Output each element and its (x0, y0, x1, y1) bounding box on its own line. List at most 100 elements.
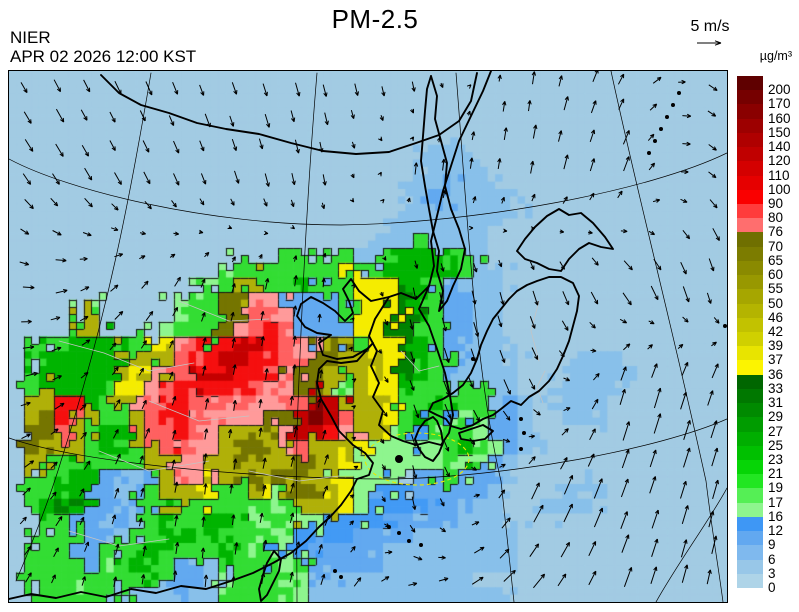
colorbar-tick-label: 90 (768, 196, 784, 211)
coastlines (9, 71, 614, 602)
coastline-path (428, 71, 492, 287)
colorbar-tick-label: 55 (768, 281, 784, 297)
colorbar-band (737, 317, 763, 333)
colorbar-tick-label: 160 (768, 110, 791, 126)
map-line (68, 530, 170, 547)
dashed-threshold-contour (364, 432, 470, 486)
page-title: PM-2.5 (331, 4, 419, 34)
colorbar-band (737, 360, 763, 376)
colorbar-tick-label: 16 (768, 508, 784, 524)
colorbar-band (737, 161, 763, 177)
colorbar-tick-label: 33 (768, 380, 784, 396)
colorbar-band (737, 545, 763, 561)
colorbar-band (737, 104, 763, 120)
agency-label: NIER (10, 28, 51, 47)
colorbar-tick-label: 17 (768, 494, 784, 510)
coastline-path (458, 424, 494, 442)
coastline-path (258, 550, 282, 602)
map-line (58, 340, 195, 372)
colorbar-tick-label: 46 (768, 309, 784, 325)
colorbar-tick-label: 200 (768, 82, 791, 98)
colorbar-band (737, 303, 763, 319)
map-line (530, 300, 540, 362)
colorbar-tick-label: 60 (768, 267, 784, 283)
colorbar-band (737, 488, 763, 504)
island-dots (333, 91, 727, 579)
colorbar-band (737, 559, 763, 575)
colorbar-band (737, 260, 763, 276)
colorbar-band (737, 573, 763, 589)
map-line (15, 72, 152, 582)
colorbar-tick-label: 42 (768, 324, 784, 339)
colorbar-band (737, 403, 763, 418)
island-dot (653, 139, 657, 143)
island-dot (659, 127, 663, 131)
map-line (400, 350, 440, 372)
colorbar-tick-label: 12 (768, 523, 784, 539)
island-dot (522, 431, 526, 435)
wind-speed-legend: 5 m/s (655, 18, 765, 48)
coastline-path (420, 75, 466, 312)
colorbar-tick-label: 150 (768, 124, 791, 140)
colorbar-band (737, 175, 763, 191)
colorbar-tick-label: 80 (768, 210, 784, 226)
colorbar-band (737, 374, 763, 390)
map-line (9, 418, 727, 480)
island-dot (671, 103, 675, 107)
map-line (455, 72, 515, 602)
map-line (536, 370, 546, 404)
island-dot (519, 447, 523, 451)
island-dot (407, 539, 411, 543)
island-dot (647, 151, 651, 155)
map-line (178, 300, 270, 322)
colorbar-band (737, 218, 763, 233)
colorbar-band (737, 346, 763, 361)
wind-arrow-set (19, 71, 720, 589)
coastline-path (9, 278, 390, 600)
colorbar-tick-label: 70 (768, 238, 784, 254)
colorbar-band (737, 204, 763, 219)
forecast-datetime: APR 02 2026 12:00 KST (10, 47, 197, 66)
island-dot (665, 115, 669, 119)
colorbar-band (737, 474, 763, 489)
colorbar-tick-label: 27 (768, 423, 784, 439)
colorbar-band (737, 332, 763, 347)
coastline-path (428, 276, 580, 430)
colorbar-band (737, 118, 763, 134)
colorbar-tick-label: 39 (768, 338, 784, 354)
island-dot (397, 531, 401, 535)
colorbar-band (737, 516, 763, 532)
colorbar-tick-label: 140 (768, 139, 791, 155)
colorbar-band (737, 289, 763, 305)
island-dot (395, 455, 403, 463)
map-line (610, 71, 724, 602)
colorbar-tick-label: 31 (768, 395, 784, 411)
island-dot (519, 417, 523, 421)
colorbar-band (737, 189, 763, 205)
colorbar-band (737, 531, 763, 546)
graticule-lines (9, 71, 727, 602)
island-dot (339, 575, 343, 579)
island-dot (333, 569, 337, 573)
colorbar-tick-label: 37 (768, 352, 784, 368)
colorbar-band (737, 417, 763, 433)
map-line (296, 72, 318, 602)
coastline-path (100, 72, 478, 155)
colorbar-tick-label: 36 (768, 366, 784, 382)
colorbar-band (737, 132, 763, 148)
colorbar-band (737, 388, 763, 404)
colorbar-tick-label: 21 (768, 466, 784, 482)
island-dot (723, 324, 727, 328)
map-overlay (9, 71, 727, 602)
colorbar-tick-label: 50 (768, 295, 784, 311)
island-dot (677, 91, 681, 95)
colorbar-tick-label: 6 (768, 551, 776, 567)
map-line (248, 470, 340, 482)
pm25-concentration-raster (9, 71, 727, 602)
map-line (655, 487, 727, 602)
colorbar-band (737, 275, 763, 290)
colorbar-tick-label: 9 (768, 537, 776, 553)
province-border-lines (58, 300, 546, 547)
colorbar-tick-label: 23 (768, 452, 784, 467)
